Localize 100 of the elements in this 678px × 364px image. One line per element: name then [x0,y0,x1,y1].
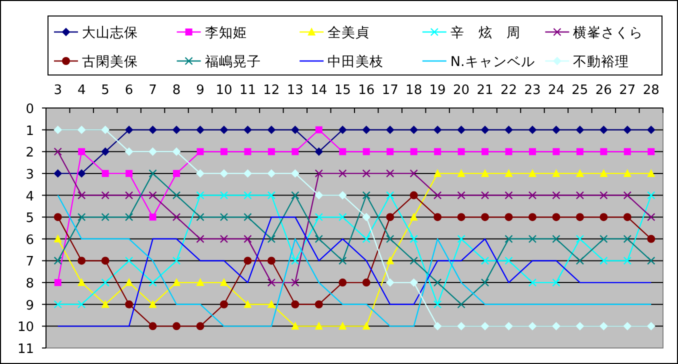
point [528,213,536,222]
point [362,234,370,244]
point [101,191,110,200]
point [410,278,418,287]
y-tick-label: 0 [26,102,34,117]
x-tick-label: 4 [77,83,86,98]
x-tick-label: 8 [172,83,181,98]
legend-label: 李知姫 [204,25,247,41]
y-tick-label: 3 [26,167,34,182]
point [600,256,608,265]
point [314,148,323,156]
point [647,234,656,243]
point [624,148,631,156]
point [267,191,276,200]
point [576,234,584,244]
legend-label: 不動裕理 [573,54,630,70]
x-tick-label: 3 [54,83,62,98]
point [338,191,347,200]
y-tick-label: 5 [26,211,34,226]
point [78,126,86,134]
point [196,278,204,286]
point [172,126,181,134]
point [528,322,536,330]
point [338,126,347,134]
x-tick-label: 25 [572,83,588,98]
point [528,168,536,177]
legend-label: 古閑美保 [82,54,138,70]
point [647,212,656,222]
point [338,322,347,330]
point [101,126,110,134]
point [314,212,324,222]
point [410,191,418,200]
point [267,300,276,308]
x-tick-label: 14 [310,83,328,98]
y-tick-label: 8 [26,276,34,292]
point [528,278,537,287]
point [149,214,156,221]
point [78,278,86,286]
y-tick-label: 1 [26,124,34,139]
point [528,148,536,156]
point [172,322,181,330]
point [54,279,62,286]
x-tick-label: 10 [216,83,232,98]
point [220,234,228,244]
point [552,191,560,200]
point [434,126,442,134]
point [101,148,110,156]
point [54,256,62,265]
point [125,126,134,134]
point [623,322,632,330]
point [623,168,632,177]
legend-label: 大山志保 [82,25,138,41]
point [434,168,442,177]
x-tick-label: 20 [453,83,470,98]
point [172,191,181,200]
point [125,300,134,308]
legend-label: 中田美枝 [328,54,384,70]
point [102,170,109,177]
point [647,191,656,200]
point [314,169,324,178]
point [457,322,466,330]
point [315,126,322,134]
point [410,169,418,178]
point [433,278,442,287]
point [172,256,181,265]
point [505,148,512,156]
point [552,168,560,177]
point [386,234,394,244]
point [552,213,560,222]
point [600,148,608,156]
legend-label: 福嶋晃子 [204,54,261,70]
point [196,148,204,156]
x-tick-label: 23 [524,83,541,98]
point [386,256,394,264]
point [196,126,204,134]
x-tick-label: 9 [196,83,204,98]
point [648,148,655,156]
point [77,212,86,222]
x-tick-label: 27 [619,83,636,98]
point [434,213,442,222]
point [267,126,276,134]
point [54,300,62,308]
point [623,234,632,244]
point [291,126,300,134]
legend-label: 横峯さくら [573,25,644,41]
point [528,191,537,200]
point [481,322,490,330]
point [410,148,418,156]
point [410,212,418,221]
point [647,126,656,134]
legend-label: 全美貞 [328,25,370,41]
point [148,191,157,200]
point [54,169,62,178]
y-tick-label: 10 [17,320,34,336]
point [480,278,490,287]
point [244,256,252,265]
point [504,322,513,330]
point [314,300,323,308]
point [481,213,490,222]
point [362,322,370,330]
